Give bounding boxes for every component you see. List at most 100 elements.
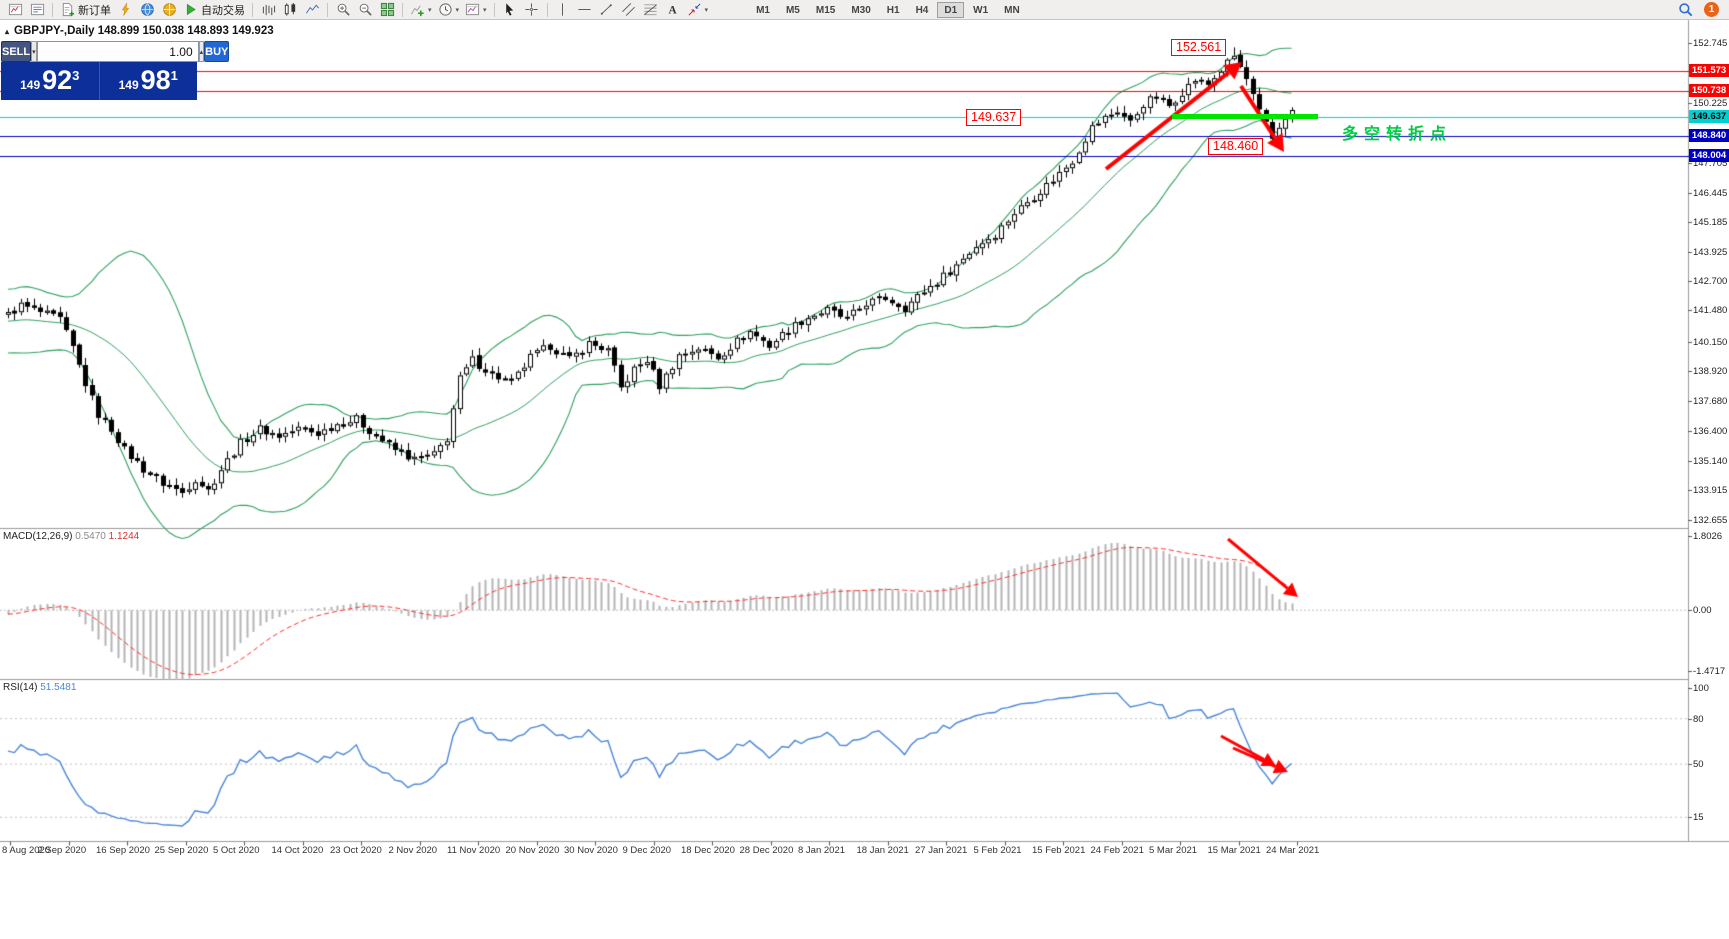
date-tick-label: 9 Dec 2020 [622, 845, 672, 856]
cursor-tool-icon [502, 2, 517, 17]
toolbar-separator [402, 2, 403, 17]
zoom-in-icon [336, 2, 351, 17]
price-tick-label: 132.655 [1693, 514, 1728, 526]
timeframe-m1-button[interactable]: M1 [756, 4, 770, 16]
new-chart-icon [8, 2, 23, 17]
crosshair-tool-icon [524, 2, 539, 17]
macd-axis-label: 1.8026 [1693, 531, 1723, 543]
auto-trading-button[interactable]: 自动交易 [180, 1, 248, 19]
toolbar-separator [493, 2, 495, 17]
timeframe-d1-button[interactable]: D1 [937, 1, 965, 18]
price-tick-label: 145.185 [1693, 217, 1728, 229]
trendline-tool-button[interactable] [596, 1, 618, 19]
market-icon [162, 2, 177, 17]
volume-decrease-button[interactable]: ▾ [31, 41, 37, 62]
periods-button[interactable]: ▾ [435, 1, 463, 19]
horizontal-line-tool-button[interactable] [574, 1, 596, 19]
ask-price-point: 1 [170, 68, 178, 83]
annotation-note-cn[interactable]: 多空转折点 [1342, 126, 1453, 143]
bid-price-point: 3 [72, 68, 80, 83]
bar-chart-mode-button[interactable] [257, 1, 279, 19]
price-tick-label: 150.225 [1693, 97, 1728, 109]
toolbar: 新订单 自动交易 ▾ ▾ ▾ A ▾ M1 M5 M15 M30 H1 H4 D1 W1 MN 1 [0, 0, 1729, 20]
timeframe-m15-button[interactable]: M15 [815, 4, 836, 16]
candlestick-mode-button[interactable] [279, 1, 301, 19]
text-tool-button[interactable]: A [662, 1, 684, 19]
rsi-name: RSI(14) [3, 682, 38, 693]
toolbar-right: 1 [1674, 1, 1725, 19]
auto-trading-icon [183, 2, 198, 17]
line-chart-mode-button[interactable] [301, 1, 323, 19]
zoom-out-icon [358, 2, 373, 17]
support-level-line[interactable] [1172, 114, 1318, 120]
price-tick-label: 136.400 [1693, 426, 1728, 438]
date-tick-label: 15 Mar 2021 [1207, 845, 1261, 856]
timeframe-h1-button[interactable]: H1 [886, 4, 900, 16]
ask-price-main: 149 [118, 78, 139, 92]
search-button[interactable] [1674, 1, 1696, 19]
one-click-toggle-icon[interactable]: ▴ [5, 26, 10, 36]
cursor-tool-button[interactable] [499, 1, 521, 19]
new-chart-button[interactable] [4, 1, 26, 19]
date-tick-label: 30 Nov 2020 [564, 845, 618, 856]
zoom-in-button[interactable] [332, 1, 354, 19]
timeframe-mn-button[interactable]: MN [1004, 4, 1020, 16]
chart-profiles-button[interactable] [26, 1, 48, 19]
market-button[interactable] [158, 1, 180, 19]
price-level-badge: 149.637 [1689, 110, 1729, 124]
annotation-peak-price[interactable]: 152.561 [1171, 39, 1227, 56]
symbol-ohlc-header: ▴ GBPJPY-,Daily 148.899 150.038 148.893 … [5, 25, 274, 37]
templates-button[interactable]: ▾ [462, 1, 490, 19]
channel-tool-button[interactable] [618, 1, 640, 19]
macd-main-value: 0.5470 [75, 531, 106, 542]
vertical-line-tool-button[interactable] [552, 1, 574, 19]
annotation-low-price[interactable]: 148.460 [1208, 138, 1264, 155]
vertical-line-tool-icon [555, 2, 570, 17]
rsi-axis-label: 15 [1693, 812, 1704, 824]
date-tick-label: 5 Oct 2020 [213, 845, 260, 856]
timeframe-m30-button[interactable]: M30 [851, 4, 871, 16]
timeframe-w1-button[interactable]: W1 [973, 4, 989, 16]
new-order-label: 新订单 [78, 4, 111, 17]
date-tick-label: 27 Jan 2021 [915, 845, 968, 856]
horizontal-line-tool-icon [577, 2, 592, 17]
community-button[interactable] [136, 1, 158, 19]
text-tool-icon: A [665, 2, 680, 17]
quick-trade-button[interactable] [114, 1, 136, 19]
caret-down-icon: ▾ [428, 6, 432, 14]
annotation-level-price[interactable]: 149.637 [966, 109, 1022, 126]
zoom-out-button[interactable] [354, 1, 376, 19]
periods-icon [438, 2, 453, 17]
tile-windows-button[interactable] [376, 1, 398, 19]
crosshair-tool-button[interactable] [521, 1, 543, 19]
date-tick-label: 18 Dec 2020 [681, 845, 735, 856]
fibonacci-tool-icon [643, 2, 658, 17]
arrows-tool-button[interactable]: ▾ [684, 1, 712, 19]
notification-badge[interactable]: 1 [1704, 2, 1719, 17]
volume-input[interactable] [36, 41, 199, 62]
svg-text:A: A [668, 5, 677, 17]
toolbar-buttons: 新订单 自动交易 ▾ ▾ ▾ A ▾ [4, 0, 711, 20]
bid-price-button[interactable]: 149 92 3 [1, 62, 100, 100]
sell-button[interactable]: SELL [1, 41, 32, 62]
price-tick-label: 140.150 [1693, 337, 1728, 348]
new-order-button[interactable]: 新订单 [57, 1, 114, 19]
price-level-badge: 150.738 [1689, 84, 1729, 98]
ask-price-button[interactable]: 149 98 1 [100, 62, 198, 100]
ask-price-pips: 98 [140, 65, 171, 95]
arrows-tool-icon [687, 2, 702, 17]
date-tick-label: 16 Sep 2020 [96, 845, 150, 856]
price-tick-label: 135.140 [1693, 455, 1728, 467]
buy-button[interactable]: BUY [204, 41, 230, 62]
bar-chart-mode-icon [261, 2, 276, 17]
date-tick-label: 28 Dec 2020 [739, 845, 794, 856]
timeframe-m5-button[interactable]: M5 [785, 4, 800, 16]
timeframe-h4-button[interactable]: H4 [915, 4, 929, 16]
macd-label: MACD(12,26,9) 0.5470 1.1244 [3, 531, 139, 542]
fibonacci-tool-button[interactable] [640, 1, 662, 19]
indicators-button[interactable]: ▾ [407, 1, 435, 19]
bid-price-main: 149 [20, 78, 41, 92]
rsi-label: RSI(14) 51.5481 [3, 682, 76, 693]
volume-increase-button[interactable]: ▴ [198, 41, 205, 62]
